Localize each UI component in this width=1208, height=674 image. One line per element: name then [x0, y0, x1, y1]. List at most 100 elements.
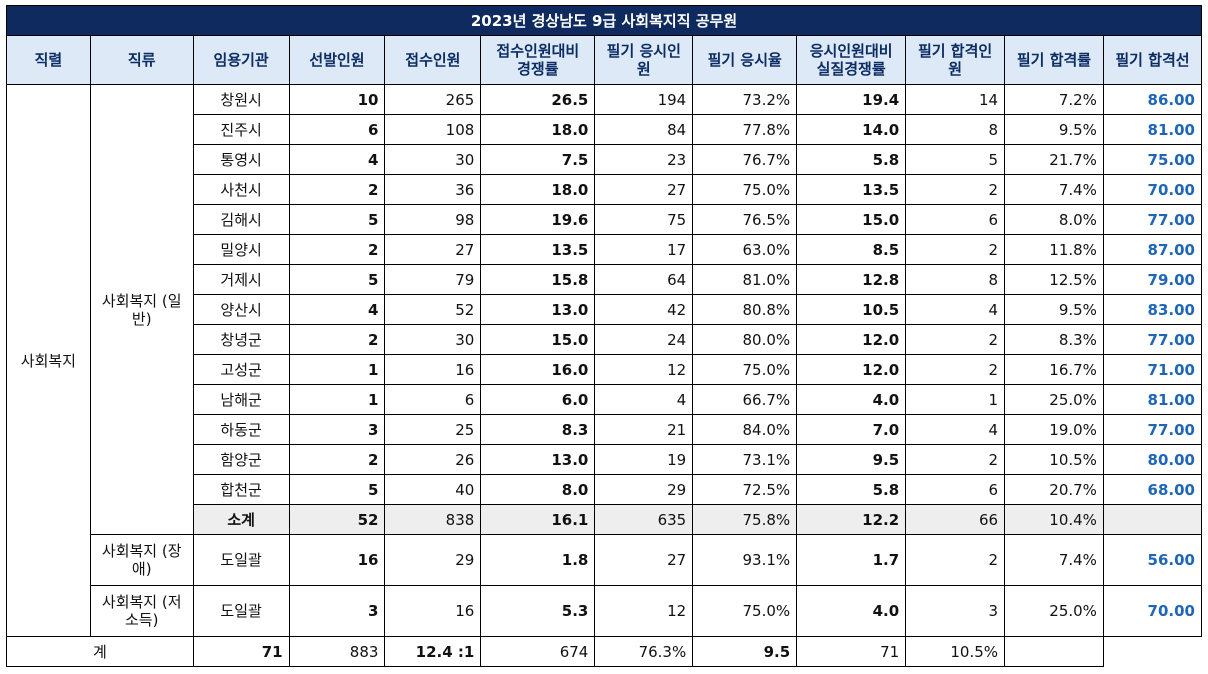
cutline-score: 87.00 [1102, 234, 1203, 265]
apply-count: 26 [384, 444, 482, 475]
header-cell: 필기 응시인원 [594, 35, 694, 85]
table-row: 사회복지 (장애) 도일괄 16 29 1.8 27 93.1% 1.7 2 7.4% 56.00 [7, 534, 1203, 586]
cutline-score: 70.00 [1102, 585, 1203, 637]
real-ratio: 5.8 [796, 474, 907, 505]
apply-ratio: 5.3 [480, 585, 596, 637]
series-cell: 사회복지 [6, 84, 91, 637]
exam-count: 17 [594, 234, 694, 265]
select-count: 10 [288, 84, 386, 115]
select-count: 71 [192, 636, 290, 667]
apply-count: 6 [384, 384, 482, 415]
apply-count: 16 [384, 354, 482, 385]
agency-cell: 거제시 [192, 264, 290, 295]
agency-cell: 창녕군 [192, 324, 290, 355]
table-row: 합천군 5 40 8.0 29 72.5% 5.8 6 20.7% 68.00 [7, 474, 1203, 505]
cutline-score: 70.00 [1102, 174, 1203, 205]
table-row: 사회복지 (저소득) 도일괄 3 16 5.3 12 75.0% 4.0 3 25.0% 70.00 [7, 585, 1203, 637]
subtotal-row: 소계 52 838 16.1 635 75.8% 12.2 66 10.4% [7, 504, 1203, 535]
table-row: 통영시 4 30 7.5 23 76.7% 5.8 5 21.7% 75.00 [7, 144, 1203, 175]
exam-count: 84 [594, 114, 694, 145]
exam-count: 27 [594, 174, 694, 205]
header-row: 직렬 직류 임용기관 선발인원 접수인원 접수인원대비 경쟁률 필기 응시인원 … [6, 35, 1203, 85]
pass-rate: 16.7% [1004, 354, 1104, 385]
apply-ratio: 15.0 [480, 324, 596, 355]
agency-cell: 창원시 [192, 84, 290, 115]
agency-cell: 도일괄 [192, 585, 290, 637]
pass-count: 8 [905, 114, 1006, 145]
cutline-score: 68.00 [1102, 474, 1203, 505]
exam-rate: 76.3% [594, 636, 694, 667]
pass-count: 4 [905, 294, 1006, 325]
pass-rate: 7.4% [1004, 534, 1104, 586]
select-count: 5 [288, 264, 386, 295]
apply-ratio: 8.0 [480, 474, 596, 505]
pass-count: 4 [905, 414, 1006, 445]
exam-rate: 73.2% [692, 84, 798, 115]
cutline-score: 77.00 [1102, 324, 1203, 355]
apply-ratio: 18.0 [480, 114, 596, 145]
exam-count: 42 [594, 294, 694, 325]
pass-rate: 20.7% [1004, 474, 1104, 505]
pass-count: 14 [905, 84, 1006, 115]
apply-count: 30 [384, 324, 482, 355]
subtotal-label: 소계 [192, 504, 290, 535]
exam-rate: 75.0% [692, 585, 798, 637]
pass-rate: 10.5% [905, 636, 1006, 667]
real-ratio: 12.2 [796, 504, 907, 535]
agency-cell: 양산시 [192, 294, 290, 325]
cutline-score: 56.00 [1102, 534, 1203, 586]
select-count: 52 [288, 504, 386, 535]
stats-table: 2023년 경상남도 9급 사회복지직 공무원 직렬 직류 임용기관 선발인원 … [6, 5, 1203, 667]
real-ratio: 4.0 [796, 585, 907, 637]
real-ratio: 9.5 [796, 444, 907, 475]
exam-rate: 72.5% [692, 474, 798, 505]
header-cell: 필기 합격률 [1004, 35, 1104, 85]
cutline-score: 86.00 [1102, 84, 1203, 115]
select-count: 3 [288, 585, 386, 637]
cutline-score [1004, 636, 1104, 667]
pass-count: 2 [905, 444, 1006, 475]
apply-count: 79 [384, 264, 482, 295]
exam-rate: 77.8% [692, 114, 798, 145]
cutline-score: 81.00 [1102, 114, 1203, 145]
table-row: 양산시 4 52 13.0 42 80.8% 10.5 4 9.5% 83.00 [7, 294, 1203, 325]
table-row: 함양군 2 26 13.0 19 73.1% 9.5 2 10.5% 80.00 [7, 444, 1203, 475]
apply-ratio: 13.0 [480, 444, 596, 475]
exam-count: 64 [594, 264, 694, 295]
apply-count: 883 [288, 636, 386, 667]
agency-cell: 진주시 [192, 114, 290, 145]
real-ratio: 12.0 [796, 324, 907, 355]
exam-count: 27 [594, 534, 694, 586]
pass-rate: 7.2% [1004, 84, 1104, 115]
real-ratio: 8.5 [796, 234, 907, 265]
pass-rate: 9.5% [1004, 294, 1104, 325]
real-ratio: 15.0 [796, 204, 907, 235]
apply-count: 27 [384, 234, 482, 265]
apply-ratio: 18.0 [480, 174, 596, 205]
exam-rate: 75.0% [692, 174, 798, 205]
pass-count: 2 [905, 534, 1006, 586]
total-label: 계 [6, 636, 194, 667]
apply-ratio: 13.5 [480, 234, 596, 265]
header-cell: 필기 합격선 [1102, 35, 1203, 85]
agency-cell: 하동군 [192, 414, 290, 445]
header-cell: 접수인원 [384, 35, 482, 85]
select-count: 2 [288, 324, 386, 355]
pass-rate: 9.5% [1004, 114, 1104, 145]
pass-count: 66 [905, 504, 1006, 535]
exam-count: 29 [594, 474, 694, 505]
agency-cell: 밀양시 [192, 234, 290, 265]
cutline-score: 71.00 [1102, 354, 1203, 385]
apply-count: 16 [384, 585, 482, 637]
exam-count: 12 [594, 354, 694, 385]
cutline-score: 81.00 [1102, 384, 1203, 415]
apply-ratio: 6.0 [480, 384, 596, 415]
select-count: 5 [288, 204, 386, 235]
apply-ratio: 7.5 [480, 144, 596, 175]
pass-rate: 11.8% [1004, 234, 1104, 265]
table-row: 김해시 5 98 19.6 75 76.5% 15.0 6 8.0% 77.00 [7, 204, 1203, 235]
apply-ratio: 16.0 [480, 354, 596, 385]
select-count: 16 [288, 534, 386, 586]
real-ratio: 1.7 [796, 534, 907, 586]
cutline-score: 83.00 [1102, 294, 1203, 325]
